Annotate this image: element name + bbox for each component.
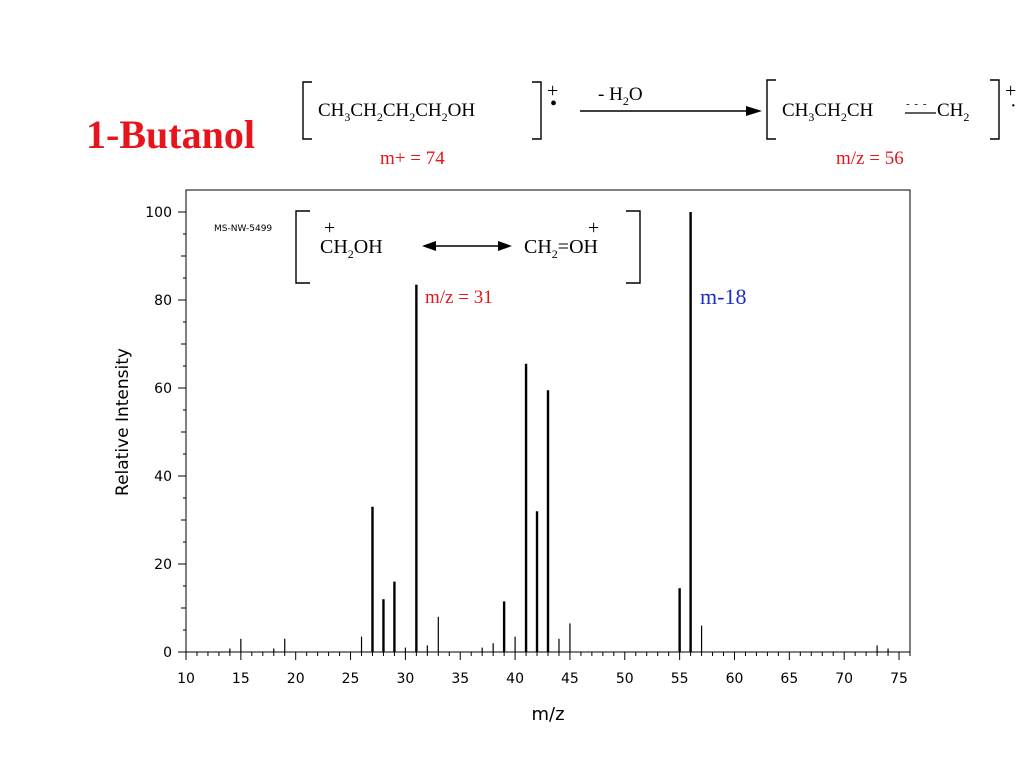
resonance-arrow-right-head: [498, 241, 512, 251]
x-tick-label: 20: [287, 671, 305, 687]
m-18-annotation: m-18: [700, 284, 746, 309]
y-tick-label: 60: [154, 381, 172, 397]
reactant-left-bracket: [302, 81, 312, 140]
reagent-label: - H2O: [598, 84, 643, 108]
spectrum-code: MS-NW-5499: [214, 224, 272, 234]
y-tick-label: 20: [154, 557, 172, 573]
product-partial-bond: - - -: [906, 98, 928, 110]
reaction-scheme: CH3CH2CH2CH2OH + • - H2O CH3CH2CH - - - …: [302, 79, 1017, 169]
x-tick-label: 30: [396, 671, 414, 687]
resonance-arrow-left-head: [422, 241, 436, 251]
x-axis-label: m/z: [531, 704, 564, 725]
reaction-arrow-head: [746, 106, 762, 116]
product-formula-end: CH2: [937, 100, 969, 124]
x-axis: 10 15 20 25 30 35 40 45 50 55 60 65 70 75: [177, 652, 911, 687]
inset-right-bracket: [626, 210, 641, 284]
spectrum-peaks: [229, 212, 889, 652]
y-tick-label: 80: [154, 293, 172, 309]
product-charge: +: [1005, 80, 1016, 102]
product-right-bracket: [990, 79, 1000, 140]
reactant-charge: +: [547, 80, 558, 102]
product-formula: CH3CH2CH: [782, 100, 873, 124]
y-tick-label: 0: [163, 645, 172, 661]
y-tick-label: 40: [154, 469, 172, 485]
resonance-inset: + CH2OH + CH2=OH: [294, 210, 642, 284]
peak-31-label: m/z = 31: [425, 287, 493, 308]
inset-right-charge: +: [588, 217, 599, 239]
reactant-radical-dot: •: [550, 93, 557, 115]
reactant-mass-label: m+ = 74: [380, 148, 445, 169]
x-tick-label: 25: [342, 671, 360, 687]
x-tick-label: 50: [616, 671, 634, 687]
x-tick-label: 35: [451, 671, 469, 687]
inset-background: [294, 210, 642, 284]
product-radical-dot: ·: [1010, 95, 1017, 117]
x-tick-label: 75: [890, 671, 908, 687]
x-tick-label: 10: [177, 671, 195, 687]
x-tick-label: 65: [780, 671, 798, 687]
slide-title: 1-Butanol: [86, 112, 255, 157]
x-tick-label: 45: [561, 671, 579, 687]
inset-left-bracket: [295, 210, 310, 284]
x-tick-label: 60: [726, 671, 744, 687]
product-left-bracket: [766, 79, 776, 140]
x-tick-label: 70: [835, 671, 853, 687]
y-tick-label: 100: [145, 205, 172, 221]
inset-left-charge: +: [324, 217, 335, 239]
inset-right-formula: CH2=OH: [524, 236, 598, 261]
x-tick-label: 40: [506, 671, 524, 687]
inset-left-formula: CH2OH: [320, 236, 383, 261]
x-tick-label: 55: [671, 671, 689, 687]
y-axis-label: Relative Intensity: [113, 348, 133, 496]
y-axis: 0 20 40 60 80 100: [145, 205, 186, 661]
reactant-right-bracket: [532, 81, 542, 140]
x-tick-label: 15: [232, 671, 250, 687]
reactant-formula: CH3CH2CH2CH2OH: [318, 100, 475, 124]
product-mass-label: m/z = 56: [836, 148, 904, 169]
